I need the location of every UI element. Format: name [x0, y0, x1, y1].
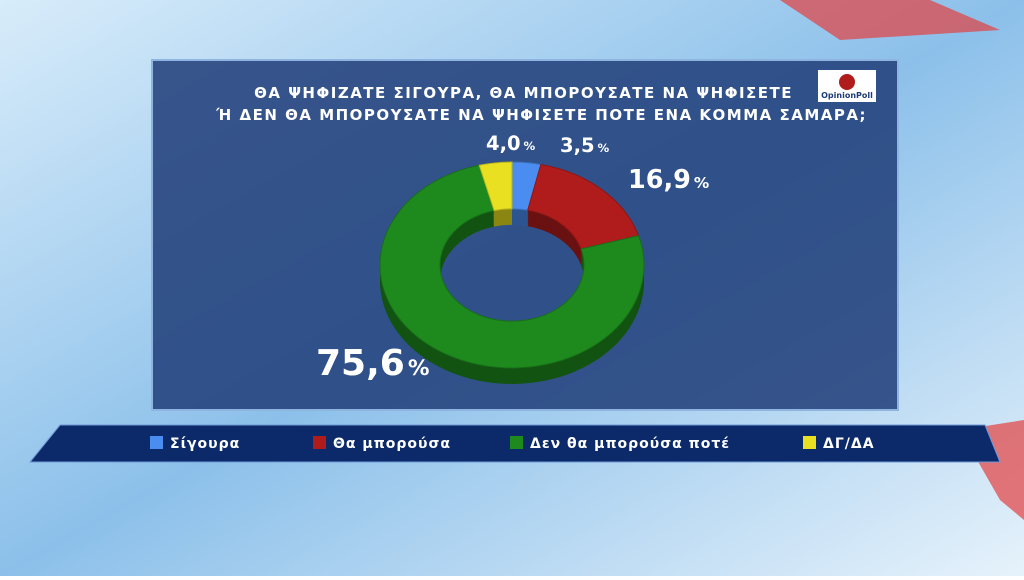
value-label: 3,5% [560, 134, 610, 157]
value-label: 75,6% [316, 343, 429, 384]
value-label-number: 4,0 [486, 132, 521, 155]
slice [379, 164, 645, 369]
value-label-number: 75,6 [316, 343, 405, 384]
title-line: ΘΑ ΨΗΦΙΖΑΤΕ ΣΙΓΟΥΡΑ, ΘΑ ΜΠΟΡΟΥΣΑΤΕ ΝΑ ΨΗ… [254, 84, 793, 102]
legend-swatch [313, 436, 326, 449]
slice [478, 161, 513, 212]
legend-label: ΔΓ/ΔΑ [823, 436, 875, 452]
legend-swatch [510, 436, 523, 449]
value-label-number: 3,5 [560, 134, 595, 157]
logo: OpinionPoll [821, 91, 873, 100]
legend-label: Θα μπορούσα [333, 436, 451, 452]
value-label-unit: % [598, 141, 610, 155]
title-line: Ή ΔΕΝ ΘΑ ΜΠΟΡΟΥΣΑΤΕ ΝΑ ΨΗΦΙΣΕΤΕ ΠΟΤΕ ΕΝΑ… [215, 106, 867, 124]
value-label-unit: % [694, 174, 709, 192]
logo-icon [839, 74, 855, 90]
deco [780, 0, 1000, 40]
legend-swatch [803, 436, 816, 449]
value-label-number: 16,9 [628, 165, 691, 195]
value-label: 4,0% [486, 132, 536, 155]
legend-label: Σίγουρα [170, 436, 240, 452]
legend-label: Δεν θα μπορούσα ποτέ [530, 436, 730, 452]
legend-swatch [150, 436, 163, 449]
value-label-unit: % [408, 356, 430, 381]
value-label: 16,9% [628, 165, 709, 195]
value-label-unit: % [524, 139, 536, 153]
